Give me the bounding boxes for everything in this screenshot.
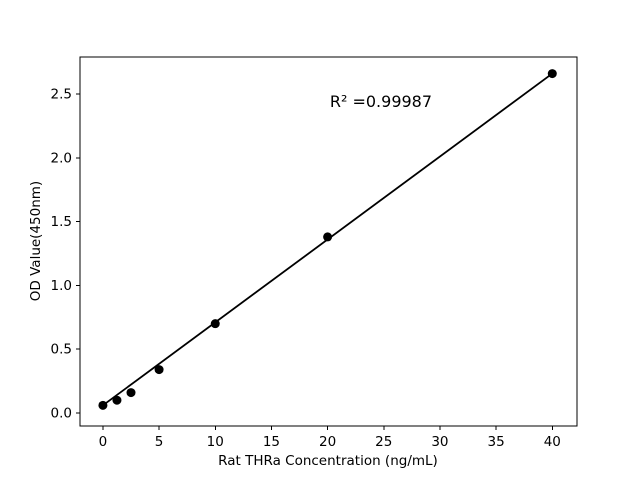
axes-frame — [79, 56, 578, 427]
axis-ticks: 0 5 10 15 20 25 30 35 40 0.0 0.5 1.0 1.5 2.0 2.5 — [51, 87, 561, 450]
x-tick-label: 5 — [155, 434, 164, 450]
y-tick-label: 2.5 — [51, 87, 72, 103]
y-tick-label: 1.0 — [51, 278, 72, 294]
x-axis-label: Rat THRa Concentration (ng/mL) — [218, 453, 438, 469]
y-tick-label: 2.0 — [51, 150, 72, 166]
data-point-marker — [154, 365, 164, 375]
data-point-marker — [112, 395, 122, 405]
r-squared-annotation: R² =0.99987 — [330, 92, 432, 111]
y-tick-label: 0.0 — [51, 405, 72, 421]
data-point-marker — [323, 232, 333, 242]
data-series — [98, 69, 557, 410]
x-tick-label: 0 — [99, 434, 108, 450]
y-tick-label: 0.5 — [51, 342, 72, 358]
data-point-marker — [210, 319, 220, 329]
x-tick-label: 35 — [488, 434, 505, 450]
data-point-marker — [126, 388, 136, 398]
x-tick-label: 15 — [263, 434, 280, 450]
x-tick-label: 25 — [375, 434, 392, 450]
x-tick-label: 10 — [207, 434, 224, 450]
data-point-marker — [98, 400, 108, 410]
x-tick-label: 40 — [544, 434, 561, 450]
x-tick-label: 20 — [319, 434, 336, 450]
y-tick-label: 1.5 — [51, 214, 72, 230]
y-axis-label: OD Value(450nm) — [28, 181, 44, 301]
plot-spines — [79, 56, 578, 427]
x-tick-label: 30 — [431, 434, 448, 450]
data-point-marker — [547, 69, 557, 79]
